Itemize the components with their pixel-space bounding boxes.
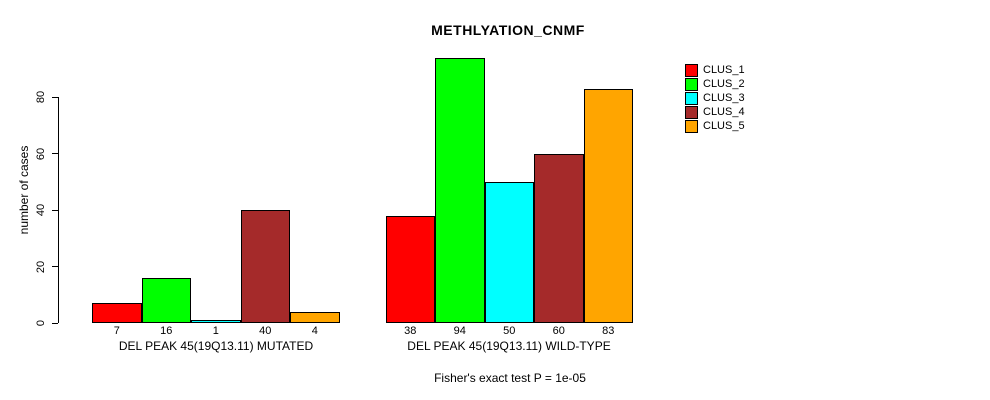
bar-value-label: 83: [602, 325, 615, 337]
bar-clus_5-group1: [583, 88, 633, 323]
legend-swatch: [685, 120, 698, 133]
y-tick-label: 0: [35, 319, 47, 327]
chart-title: METHLYATION_CNMF: [431, 22, 585, 38]
legend-swatch: [685, 78, 698, 91]
bar-clus_1-group0: [92, 303, 142, 323]
legend-label: CLUS_3: [703, 92, 745, 104]
y-tick-mark: [52, 96, 58, 98]
y-tick-label: 60: [35, 147, 47, 160]
bar-value-label: 94: [453, 325, 466, 337]
bar-clus_2-group1: [435, 57, 485, 323]
legend-item-clus_2: CLUS_2: [685, 78, 745, 91]
bar-clus_4-group1: [534, 153, 584, 323]
bar-value-label: 40: [259, 325, 272, 337]
legend-item-clus_1: CLUS_1: [685, 64, 745, 77]
group-label-wild-type: DEL PEAK 45(19Q13.11) WILD-TYPE: [407, 339, 611, 353]
bar-clus_5-group0: [290, 311, 340, 323]
bar-value-label: 4: [311, 325, 318, 337]
bar-value-label: 1: [212, 325, 219, 337]
bar-value-label: 60: [552, 325, 565, 337]
bar-value-label: 50: [503, 325, 516, 337]
legend-label: CLUS_4: [703, 106, 745, 118]
legend-label: CLUS_1: [703, 64, 745, 76]
bar-value-label: 7: [113, 325, 120, 337]
y-tick-label: 80: [35, 91, 47, 104]
group-label-mutated: DEL PEAK 45(19Q13.11) MUTATED: [118, 339, 314, 353]
legend-item-clus_4: CLUS_4: [685, 106, 745, 119]
y-tick-label: 40: [35, 204, 47, 217]
y-tick-mark: [52, 266, 58, 268]
legend-label: CLUS_5: [703, 120, 745, 132]
legend-label: CLUS_2: [703, 78, 745, 90]
legend-swatch: [685, 106, 698, 119]
legend-item-clus_3: CLUS_3: [685, 92, 745, 105]
legend-item-clus_5: CLUS_5: [685, 120, 745, 133]
bar-clus_2-group0: [141, 277, 191, 323]
bar-clus_3-group0: [191, 320, 241, 323]
legend: CLUS_1 CLUS_2 CLUS_3 CLUS_4 CLUS_5: [685, 64, 745, 135]
bar-clus_1-group1: [385, 215, 435, 323]
y-tick-label: 20: [35, 260, 47, 273]
bar-value-label: 38: [404, 325, 417, 337]
fisher-test-annotation: Fisher's exact test P = 1e-05: [434, 371, 586, 385]
legend-swatch: [685, 92, 698, 105]
y-axis-label: number of cases: [17, 145, 31, 235]
bar-clus_3-group1: [484, 182, 534, 323]
y-tick-mark: [52, 322, 58, 324]
bar-clus_4-group0: [240, 210, 290, 323]
bar-value-label: 16: [160, 325, 173, 337]
y-tick-mark: [52, 153, 58, 155]
legend-swatch: [685, 64, 698, 77]
y-axis-line: [58, 97, 59, 323]
y-tick-mark: [52, 209, 58, 211]
